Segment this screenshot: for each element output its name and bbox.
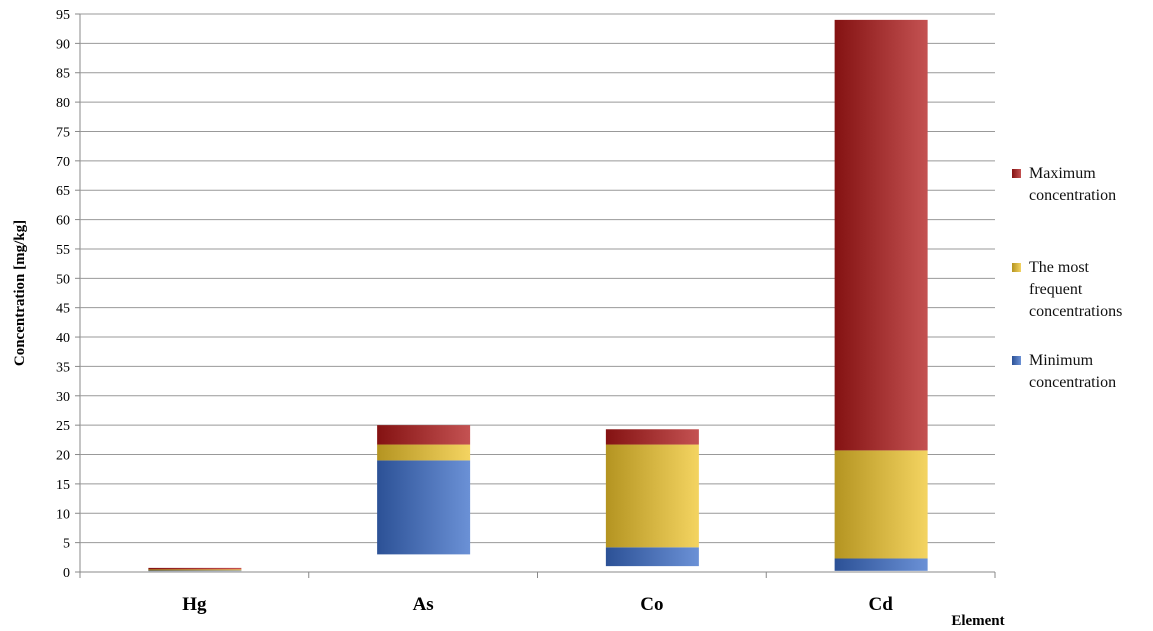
x-axis-label: Element [951,613,1004,629]
legend-swatch [1012,263,1021,272]
y-tick-label: 80 [56,96,70,111]
bar-segment [605,547,699,567]
x-tick-label: As [413,594,434,615]
y-tick-label: 90 [56,37,70,52]
legend-swatch [1012,169,1021,178]
y-tick-label: 65 [56,184,70,199]
bar-segment [605,444,699,548]
legend-swatch [1012,356,1021,365]
y-tick-label: 35 [56,360,70,375]
bar-segment [605,429,699,445]
y-tick-label: 5 [63,537,70,552]
y-tick-label: 15 [56,478,70,493]
y-tick-label: 25 [56,419,70,434]
x-tick-label: Hg [182,594,207,615]
y-tick-label: 30 [56,390,70,405]
bar-segment [377,425,471,445]
y-tick-label: 45 [56,302,70,317]
bar-segment [834,19,928,451]
y-tick-label: 50 [56,272,70,287]
y-tick-label: 0 [63,566,70,581]
legend-item: Minimum concentration [1012,350,1132,394]
y-tick-label: 20 [56,449,70,464]
x-tick-label: Co [640,594,663,615]
y-tick-label: 55 [56,243,70,258]
legend-label: Minimum concentration [1029,352,1117,391]
bar-segment [834,450,928,559]
bar-segment [377,460,471,555]
bar-segment [377,444,471,461]
y-tick-label: 75 [56,125,70,140]
bar-segment [834,558,928,571]
legend-label: Maximum concentration [1029,165,1117,204]
x-tick-label: Cd [868,594,893,615]
y-tick-label: 85 [56,67,70,82]
bar-segment [148,567,242,570]
legend-label: The most frequent concentrations [1029,259,1123,320]
y-axis-label: Concentration [mg/kg] [12,220,28,366]
legend-item: Maximum concentration [1012,163,1132,207]
y-tick-label: 60 [56,214,70,229]
y-tick-label: 95 [56,8,70,23]
legend-item: The most frequent concentrations [1012,257,1132,323]
y-tick-label: 10 [56,507,70,522]
y-tick-label: 70 [56,155,70,170]
bar-segment [148,569,242,571]
y-tick-label: 40 [56,331,70,346]
